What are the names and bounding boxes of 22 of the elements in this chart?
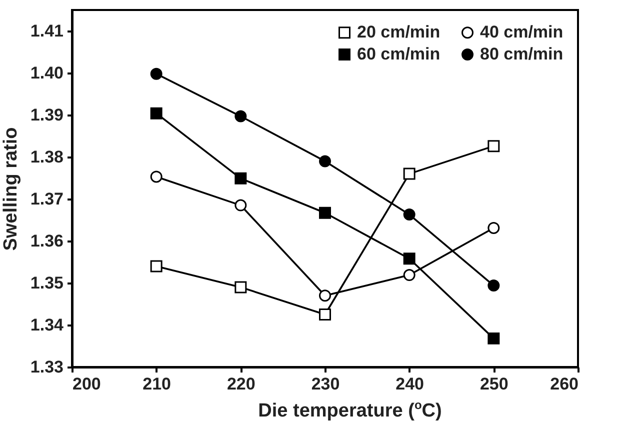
- y-tick-label: 1.35: [30, 274, 64, 292]
- y-tick-label: 1.39: [30, 106, 64, 124]
- legend-label: 20 cm/min: [357, 22, 440, 42]
- y-tick-label: 1.37: [30, 190, 64, 208]
- legend-label: 80 cm/min: [480, 44, 564, 64]
- y-tick-label: 1.40: [30, 64, 64, 82]
- y-tick-label: 1.34: [30, 316, 64, 334]
- y-tick-label: 1.38: [30, 148, 64, 166]
- x-tick-label: 220: [226, 374, 256, 394]
- x-tick-label: 230: [311, 374, 340, 394]
- y-tick-label: 1.36: [30, 232, 64, 250]
- x-tick-label: 260: [550, 374, 578, 394]
- x-tick-label: 240: [396, 374, 424, 394]
- x-tick-label: 200: [72, 374, 101, 394]
- legend-label: 40 cm/min: [480, 22, 564, 42]
- legend-label: 60 cm/min: [357, 44, 440, 64]
- x-tick-label: 210: [142, 374, 172, 394]
- x-tick-label: 250: [480, 374, 508, 394]
- y-axis-title: Swelling ratio: [0, 127, 22, 251]
- x-axis-title: Die temperature ($^{o}$C): [257, 398, 443, 422]
- y-tick-label: 1.41: [30, 22, 64, 40]
- y-tick-label: 1.33: [30, 358, 64, 376]
